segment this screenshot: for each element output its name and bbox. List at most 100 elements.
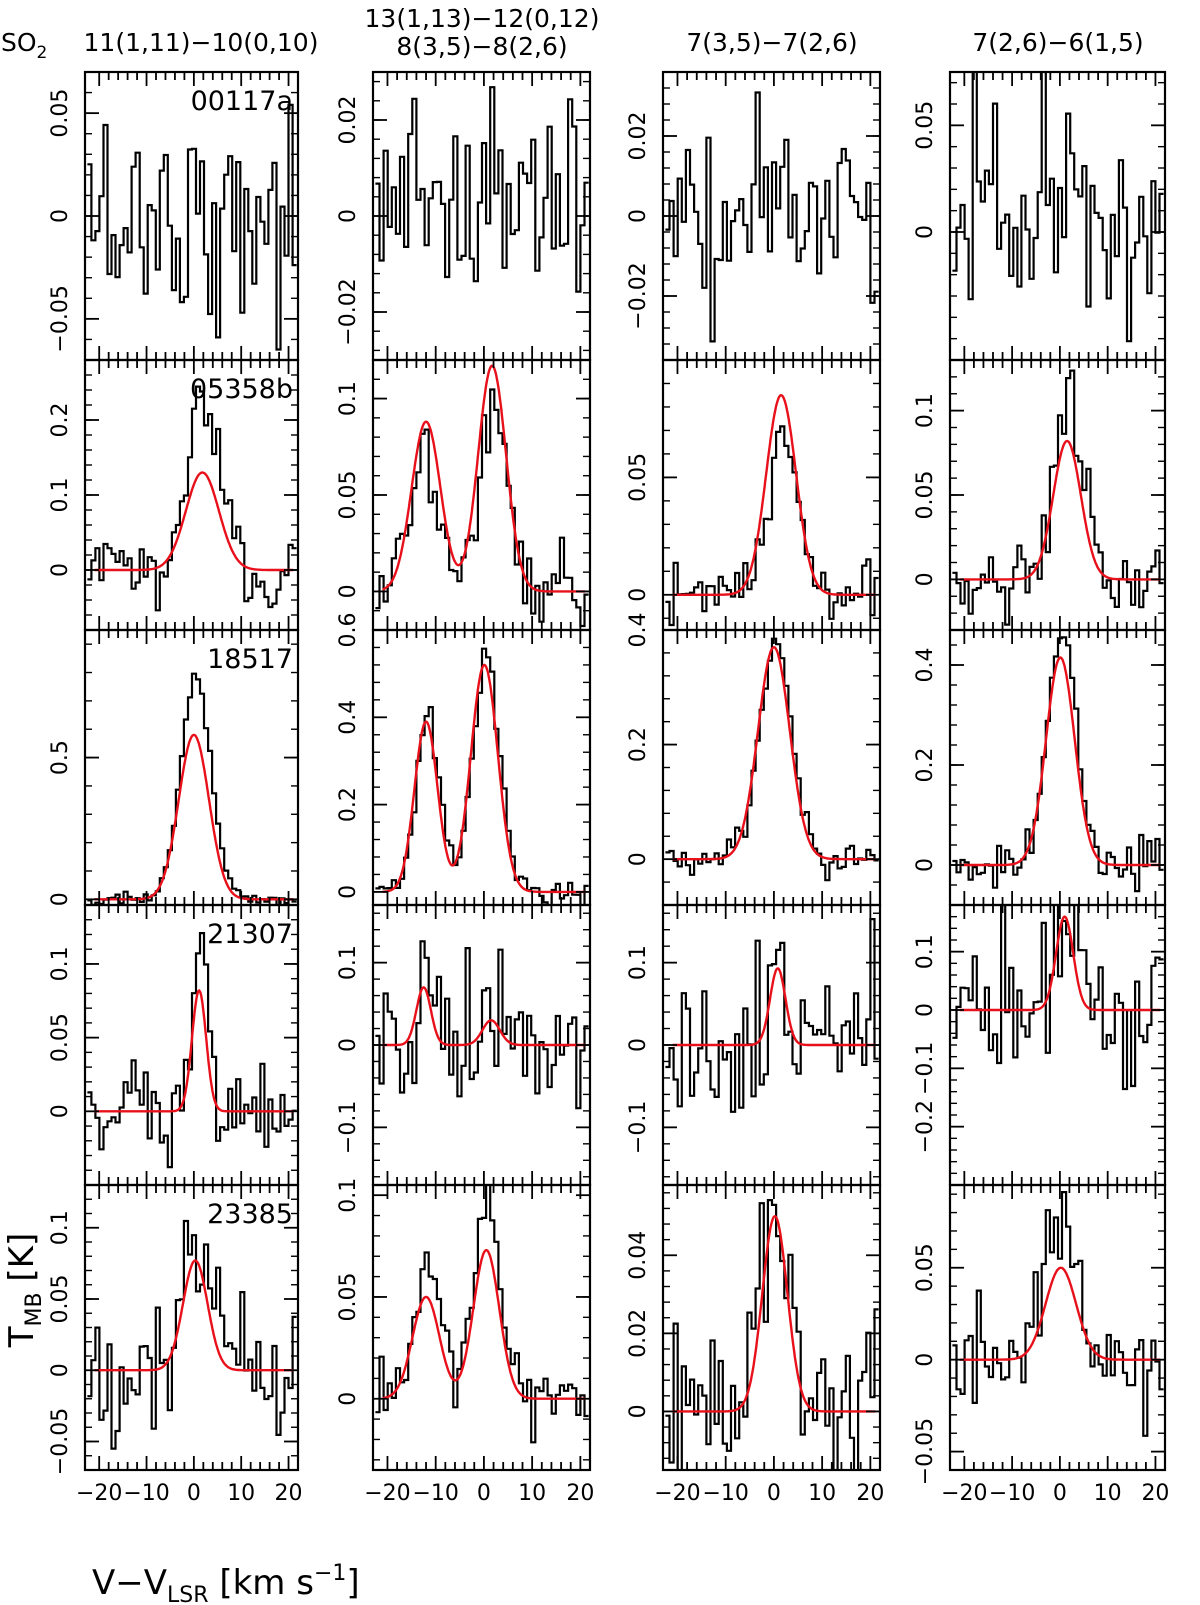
y-tick-label: 0 xyxy=(626,1038,651,1052)
gaussian-fit-r3-c2 xyxy=(382,663,586,894)
observed-spectrum-r1-c2 xyxy=(375,86,589,293)
y-tick-label: −0.2 xyxy=(913,1100,938,1153)
y-tick-label: −0.1 xyxy=(336,1101,361,1154)
gaussian-fit-r3-c3 xyxy=(672,645,876,861)
observed-spectrum-r4-c4 xyxy=(952,905,1164,1091)
observed-spectrum-r3-c1 xyxy=(87,672,297,905)
y-tick-label: 0.2 xyxy=(48,403,73,438)
y-tick-label: 0.2 xyxy=(913,748,938,783)
x-tick-label: 20 xyxy=(856,1481,884,1506)
panel-frame xyxy=(661,628,882,907)
y-tick-label: −0.05 xyxy=(913,1418,938,1485)
svg-text:TMB [K]: TMB [K] xyxy=(2,1233,47,1349)
observed-spectrum-r5-c1 xyxy=(87,1219,297,1450)
panel-r4-c1: 0 0.05 0.1 21307 xyxy=(48,903,300,1187)
y-tick-label: −0.05 xyxy=(48,1408,73,1475)
panel-r2-c3: 00.05 xyxy=(626,358,882,632)
y-tick-label: 0.4 xyxy=(626,613,651,648)
y-tick-label: 0.2 xyxy=(336,787,361,822)
panel-r3-c1: 0 0.5 18517 xyxy=(48,628,300,906)
x-tick-label: −10 xyxy=(702,1481,748,1506)
y-tick-label: 0.05 xyxy=(48,1013,73,1062)
y-tick-label: 0.1 xyxy=(913,393,938,428)
panel-r1-c4: 00.05 xyxy=(913,70,1167,362)
panel-r2-c4: 0 0.05 0.1 xyxy=(913,358,1167,632)
x-tick-label: −10 xyxy=(412,1481,458,1506)
gaussian-fit-r3-c4 xyxy=(959,656,1161,867)
panel-frame xyxy=(661,1183,882,1472)
panel-frame xyxy=(371,1183,592,1472)
y-tick-label: 0.05 xyxy=(48,89,73,138)
y-tick-label: 0.1 xyxy=(48,478,73,513)
gaussian-fit-r5-c3 xyxy=(672,1215,876,1413)
panel-frame xyxy=(948,628,1167,907)
y-tick-label: 0.02 xyxy=(336,96,361,145)
y-tick-label: 0 xyxy=(626,852,651,866)
x-tick-label: 10 xyxy=(518,1481,546,1506)
panel-frame xyxy=(371,70,592,362)
y-tick-label: 0.05 xyxy=(336,1273,361,1322)
column-title-1-line-1: 11(1,11)−10(0,10) xyxy=(84,28,319,57)
gaussian-fit-r5-c2 xyxy=(382,1249,586,1400)
y-tick-label: 0.1 xyxy=(336,1178,361,1213)
y-tick-label: 0.1 xyxy=(626,945,651,980)
panel-r1-c2: −0.02 0 0.02 xyxy=(336,70,592,362)
y-tick-label: −0.02 xyxy=(336,278,361,345)
x-tick-label: 20 xyxy=(566,1481,594,1506)
panel-r5-c1: −0.05 0 0.05 0.1 23385 −20 −10 0 10 20 xyxy=(48,1183,303,1506)
molecule-label: SO2 xyxy=(1,28,47,63)
y-tick-label: 0 xyxy=(913,572,938,586)
observed-spectrum-r2-c4 xyxy=(952,369,1164,626)
source-label-23385: 23385 xyxy=(207,1199,293,1230)
y-tick-label: 0.05 xyxy=(913,1243,938,1292)
gaussian-fit-r5-c1 xyxy=(94,1259,294,1372)
observed-spectrum-r2-c1 xyxy=(87,385,297,612)
panel-frame xyxy=(948,358,1167,632)
observed-spectrum-r3-c4 xyxy=(952,636,1164,893)
y-tick-label: 0 xyxy=(336,1038,361,1052)
x-tick-label: 10 xyxy=(227,1481,255,1506)
y-tick-label: 0.1 xyxy=(336,945,361,980)
column-title-2-line-1: 13(1,13)−12(0,12) xyxy=(365,4,600,33)
x-tick-label: −20 xyxy=(76,1481,122,1506)
y-tick-label: 0.1 xyxy=(48,946,73,981)
y-tick-label: 0.05 xyxy=(626,453,651,502)
panel-r3-c2: 0 0.2 0.4 0.6 xyxy=(336,613,592,907)
observed-spectrum-r3-c2 xyxy=(375,647,589,905)
x-tick-label: 20 xyxy=(275,1481,303,1506)
x-tick-label: −20 xyxy=(364,1481,410,1506)
y-axis-title: TMB [K] xyxy=(2,1233,47,1349)
source-label-21307: 21307 xyxy=(207,919,293,950)
x-tick-label: 10 xyxy=(1094,1481,1122,1506)
y-tick-label: 0 xyxy=(48,209,73,223)
y-tick-label: 0.05 xyxy=(48,1275,73,1324)
panel-r1-c1: −0.05 0 0.05 00117a xyxy=(48,70,300,362)
panel-r2-c1: 0 0.1 0.2 05358b xyxy=(48,358,300,632)
source-label-00117a: 00117a xyxy=(191,86,293,117)
panel-r3-c3: 0 0.2 0.4 xyxy=(626,613,882,907)
y-tick-label: 0.1 xyxy=(913,934,938,969)
observed-spectrum-r5-c4 xyxy=(952,1191,1164,1437)
panel-r4-c4: −0.2 −0.1 0 0.1 xyxy=(913,903,1167,1187)
observed-spectrum-r1-c3 xyxy=(665,91,879,343)
y-tick-label: 0 xyxy=(336,1392,361,1406)
y-tick-label: 0 xyxy=(336,209,361,223)
y-tick-label: 0.05 xyxy=(913,471,938,520)
panel-r5-c2: 0 0.05 0.1 −20 −10 0 10 20 xyxy=(336,1178,594,1506)
x-tick-label: 0 xyxy=(477,1481,491,1506)
source-label-05358b: 05358b xyxy=(190,374,293,405)
x-tick-label: −10 xyxy=(123,1481,169,1506)
gaussian-fit-r3-c1 xyxy=(94,733,294,901)
y-tick-label: 0.04 xyxy=(626,1231,651,1280)
observed-spectrum-r2-c2 xyxy=(375,388,589,628)
x-tick-label: 0 xyxy=(187,1481,201,1506)
y-tick-label: 0 xyxy=(48,892,73,906)
y-tick-label: 0.4 xyxy=(913,648,938,683)
y-tick-label: 0.1 xyxy=(48,1210,73,1245)
x-tick-label: −10 xyxy=(989,1481,1035,1506)
y-tick-label: 0 xyxy=(626,588,651,602)
panel-frame xyxy=(371,358,592,632)
y-tick-label: −0.02 xyxy=(626,262,651,329)
y-tick-label: 0.02 xyxy=(626,112,651,161)
y-tick-label: 0.5 xyxy=(48,740,73,775)
